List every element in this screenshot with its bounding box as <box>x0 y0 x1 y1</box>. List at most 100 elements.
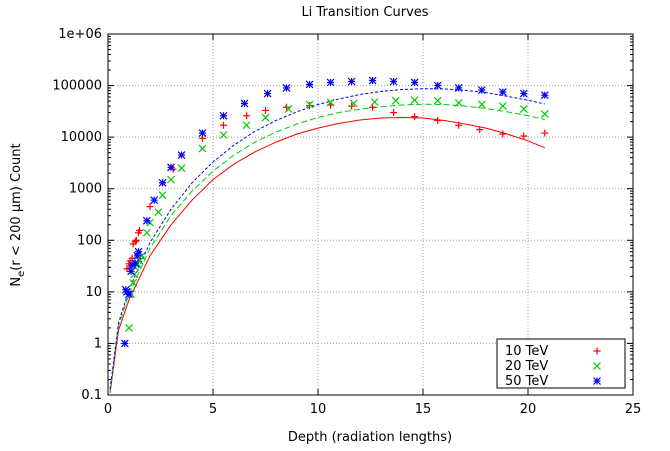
y-axis-label: Ne(r < 200 µm) Count <box>9 143 27 286</box>
data-point-50-tev <box>219 111 228 120</box>
data-point-10-tev <box>131 237 139 245</box>
data-point-50-tev <box>158 178 167 187</box>
y-axis-label-sub: e <box>16 271 27 277</box>
data-point-20-tev <box>326 98 335 107</box>
data-point-50-tev <box>263 89 272 98</box>
data-point-10-tev <box>476 126 484 134</box>
data-point-50-tev <box>150 196 159 205</box>
data-point-50-tev <box>167 163 175 172</box>
data-point-50-tev <box>410 78 419 87</box>
data-point-50-tev <box>347 77 356 86</box>
y-axis-label-main: N <box>9 277 24 287</box>
data-point-10-tev <box>262 106 269 114</box>
data-point-10-tev <box>220 121 227 129</box>
x-tick-label: 0 <box>104 402 112 417</box>
data-point-20-tev <box>498 102 507 111</box>
data-point-50-tev <box>454 84 463 92</box>
data-point-10-tev <box>243 112 251 120</box>
data-point-20-tev <box>129 278 138 287</box>
chart-title: Li Transition Curves <box>301 5 428 20</box>
y-tick-label: 0.1 <box>81 388 102 403</box>
legend-marker <box>593 347 601 355</box>
legend-marker <box>593 362 601 370</box>
data-point-20-tev <box>142 228 151 237</box>
data-point-50-tev <box>519 89 528 98</box>
data-point-50-tev <box>127 267 136 276</box>
data-point-50-tev <box>177 151 186 159</box>
data-point-20-tev <box>284 105 293 114</box>
data-point-20-tev <box>391 96 400 105</box>
x-tick-label: 10 <box>310 402 327 417</box>
x-tick-label: 15 <box>415 402 432 417</box>
data-point-10-tev <box>306 102 314 110</box>
grid-lines <box>108 34 633 395</box>
data-point-50-tev <box>142 216 151 225</box>
fit-curve-20-tev <box>109 103 545 391</box>
fit-curve-10-tev <box>109 116 545 393</box>
data-point-20-tev <box>219 131 228 139</box>
data-point-50-tev <box>368 76 377 85</box>
data-point-20-tev <box>519 105 528 114</box>
data-point-50-tev <box>389 77 398 86</box>
data-point-10-tev <box>390 109 398 117</box>
x-tick-label: 25 <box>625 402 642 417</box>
y-tick-label: 1e+06 <box>58 27 102 42</box>
data-point-10-tev <box>136 226 143 234</box>
data-point-50-tev <box>498 88 507 96</box>
data-point-20-tev <box>305 100 314 109</box>
data-point-20-tev <box>154 208 163 217</box>
data-point-20-tev <box>433 96 442 105</box>
data-point-20-tev <box>177 164 186 173</box>
data-point-50-tev <box>305 80 314 89</box>
axis-ticks: 0 5 10 15 20 25 0.1 1 10 100 1000 10000 100000 1e+06 <box>52 27 641 417</box>
data-point-10-tev <box>520 132 528 140</box>
data-point-50-tev <box>125 290 133 299</box>
y-tick-label: 100000 <box>52 79 102 94</box>
legend-marker <box>593 377 601 385</box>
data-points <box>120 76 549 348</box>
y-tick-label: 10000 <box>61 130 102 145</box>
data-point-50-tev <box>326 78 335 87</box>
data-point-50-tev <box>131 259 140 268</box>
x-axis-label: Depth (radiation lengths) <box>288 430 452 445</box>
data-point-10-tev <box>541 129 549 137</box>
y-tick-label: 10 <box>85 285 102 300</box>
data-point-50-tev <box>198 129 207 137</box>
data-point-10-tev <box>411 113 419 121</box>
plot-frame <box>107 33 634 396</box>
fit-curves <box>109 88 545 393</box>
fit-curve-50-tev <box>109 88 545 390</box>
data-point-20-tev <box>167 175 175 184</box>
data-point-50-tev <box>282 84 291 92</box>
data-point-10-tev <box>499 130 507 138</box>
data-point-20-tev <box>477 100 486 109</box>
legend-label: 20 TeV <box>505 359 548 374</box>
data-point-50-tev <box>134 247 143 256</box>
data-point-20-tev <box>158 191 167 200</box>
data-point-20-tev <box>370 98 379 106</box>
x-tick-label: 20 <box>520 402 537 417</box>
legend-label: 50 TeV <box>505 374 548 389</box>
data-point-50-tev <box>433 81 442 90</box>
data-point-50-tev <box>240 99 249 108</box>
data-point-10-tev <box>146 203 154 211</box>
data-point-20-tev <box>540 110 549 119</box>
data-point-50-tev <box>477 86 486 94</box>
x-tick-label: 5 <box>209 402 217 417</box>
data-point-20-tev <box>454 99 463 107</box>
data-point-20-tev <box>242 121 251 130</box>
data-point-20-tev <box>349 99 358 108</box>
data-point-10-tev <box>132 236 140 244</box>
data-point-10-tev <box>434 117 442 125</box>
data-point-10-tev <box>455 121 463 129</box>
legend-box <box>496 338 626 389</box>
y-axis-label-rest: (r < 200 µm) Count <box>9 143 24 270</box>
data-point-50-tev <box>120 339 129 348</box>
data-point-20-tev <box>198 144 207 153</box>
data-point-20-tev <box>125 323 133 332</box>
data-point-20-tev <box>410 96 419 105</box>
y-tick-label: 100 <box>77 233 102 248</box>
data-point-50-tev <box>540 91 549 100</box>
legend-label: 10 TeV <box>505 344 548 359</box>
